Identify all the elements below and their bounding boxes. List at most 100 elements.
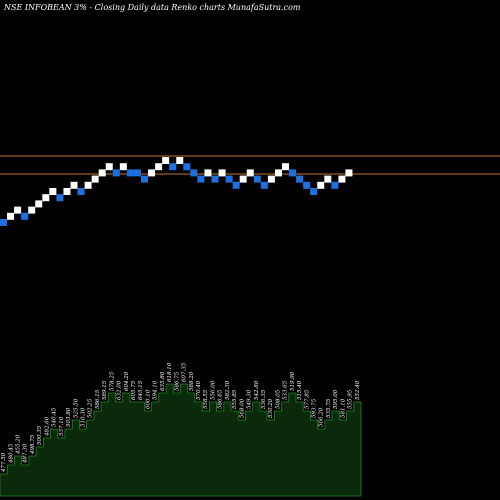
renko-brick-up	[345, 169, 353, 177]
volume-label: 477.50	[1, 452, 7, 473]
renko-brick-down	[197, 175, 205, 183]
renko-brick-down	[126, 169, 134, 177]
volume-label: 519.90	[290, 371, 296, 391]
renko-brick-up	[49, 188, 57, 195]
volume-label: 582.30	[225, 380, 231, 400]
volume-label: 480.45	[8, 443, 14, 464]
volume-label: 635.80	[160, 371, 166, 391]
renko-brick-up	[317, 181, 325, 189]
volume-label: 581.10	[340, 398, 346, 418]
renko-brick-down	[232, 181, 240, 189]
renko-brick-up	[7, 212, 15, 220]
renko-brick-down	[296, 175, 304, 183]
volume-label: 632.00	[117, 380, 123, 400]
volume-label: 589.15	[102, 380, 108, 400]
renko-brick-down	[183, 163, 191, 171]
renko-bricks	[0, 157, 353, 226]
renko-brick-up	[42, 194, 50, 202]
volume-label: 552.40	[355, 380, 361, 400]
volume-label: 487.30	[23, 443, 29, 464]
renko-brick-down	[303, 181, 311, 189]
renko-brick-down	[260, 181, 268, 189]
volume-label: 498.75	[30, 434, 36, 455]
renko-brick-down	[190, 169, 198, 177]
renko-brick-up	[91, 175, 99, 183]
renko-brick-down	[331, 181, 339, 189]
volume-label: 540.45	[52, 407, 58, 427]
renko-brick-up	[218, 169, 226, 177]
volume-label: 604.20	[124, 371, 130, 391]
renko-brick-up	[155, 163, 163, 171]
renko-brick-up	[35, 200, 43, 208]
renko-brick-up	[338, 175, 346, 183]
renko-brick-up	[176, 157, 184, 164]
renko-brick-down	[169, 163, 177, 171]
volume-label: 618.10	[167, 362, 173, 382]
volume-label: 594.10	[153, 380, 159, 400]
volume-label: 593.75	[312, 398, 318, 418]
renko-brick-up	[267, 175, 275, 183]
renko-brick-up	[204, 169, 212, 177]
volume-label: 600.10	[146, 389, 152, 409]
volume-label: 530.20	[268, 398, 274, 418]
volume-label: 537.10	[59, 416, 65, 436]
volume-label: 515.40	[297, 380, 303, 400]
renko-brick-up	[105, 163, 113, 171]
volume-label: 586.65	[218, 389, 224, 409]
volume-label: 500.35	[37, 425, 43, 445]
renko-brick-down	[77, 188, 85, 195]
renko-brick-up	[84, 181, 92, 189]
volume-label: 542.80	[254, 380, 260, 400]
renko-brick-up	[119, 163, 127, 171]
renko-brick-down	[211, 175, 219, 183]
renko-brick-down	[310, 188, 318, 195]
volume-label: 586.75	[174, 371, 180, 391]
volume-label: 586.15	[95, 389, 101, 409]
renko-brick-up	[274, 169, 282, 177]
volume-label: 588.20	[189, 371, 195, 391]
volume-label: 607.35	[182, 362, 188, 382]
renko-brick-up	[239, 175, 247, 183]
volume-label: 508.05	[275, 389, 281, 409]
volume-area-shape	[0, 383, 362, 497]
volume-label: 533.65	[283, 380, 289, 400]
volume-label: 558.55	[203, 389, 209, 409]
volume-labels: 477.50 480.45 455.20 487.30 498.75 500.35 482.…	[1, 362, 361, 473]
volume-label: 455.20	[16, 434, 22, 455]
renko-brick-down	[112, 169, 120, 177]
volume-label: 502.25	[88, 398, 94, 418]
volume-label: 577.85	[304, 389, 310, 409]
renko-brick-up	[246, 169, 254, 177]
renko-brick-down	[253, 175, 261, 183]
volume-label: 510.30	[81, 407, 87, 427]
renko-brick-up	[28, 206, 36, 214]
chart-title: NSE INFOBEAN 3% - Closing Daily data Ren…	[3, 3, 301, 12]
volume-label: 605.75	[131, 380, 137, 400]
volume-label: 503.80	[66, 407, 72, 427]
volume-label: 549.30	[247, 389, 253, 409]
volume-label: 525.50	[73, 398, 79, 418]
renko-brick-down	[141, 175, 148, 183]
renko-brick-up	[98, 169, 106, 177]
volume-label: 578.25	[109, 371, 115, 391]
volume-label: 570.40	[196, 380, 202, 400]
renko-brick-up	[162, 157, 170, 164]
volume-label: 556.00	[210, 380, 216, 400]
renko-brick-up	[148, 169, 156, 177]
volume-area	[0, 383, 362, 497]
renko-brick-up	[70, 181, 78, 189]
volume-label: 566.20	[319, 407, 325, 427]
volume-label: 595.00	[333, 389, 339, 409]
volume-label: 482.60	[44, 416, 50, 437]
renko-brick-down	[56, 194, 64, 202]
volume-label: 535.75	[326, 398, 332, 418]
renko-brick-down	[289, 169, 297, 177]
volume-label: 568.00	[239, 398, 245, 418]
renko-brick-up	[282, 163, 289, 171]
renko-brick-down	[225, 175, 233, 183]
renko-brick-up	[14, 206, 22, 214]
renko-brick-up	[63, 188, 71, 195]
renko-brick-up	[324, 175, 332, 183]
volume-label: 645.15	[138, 380, 144, 400]
